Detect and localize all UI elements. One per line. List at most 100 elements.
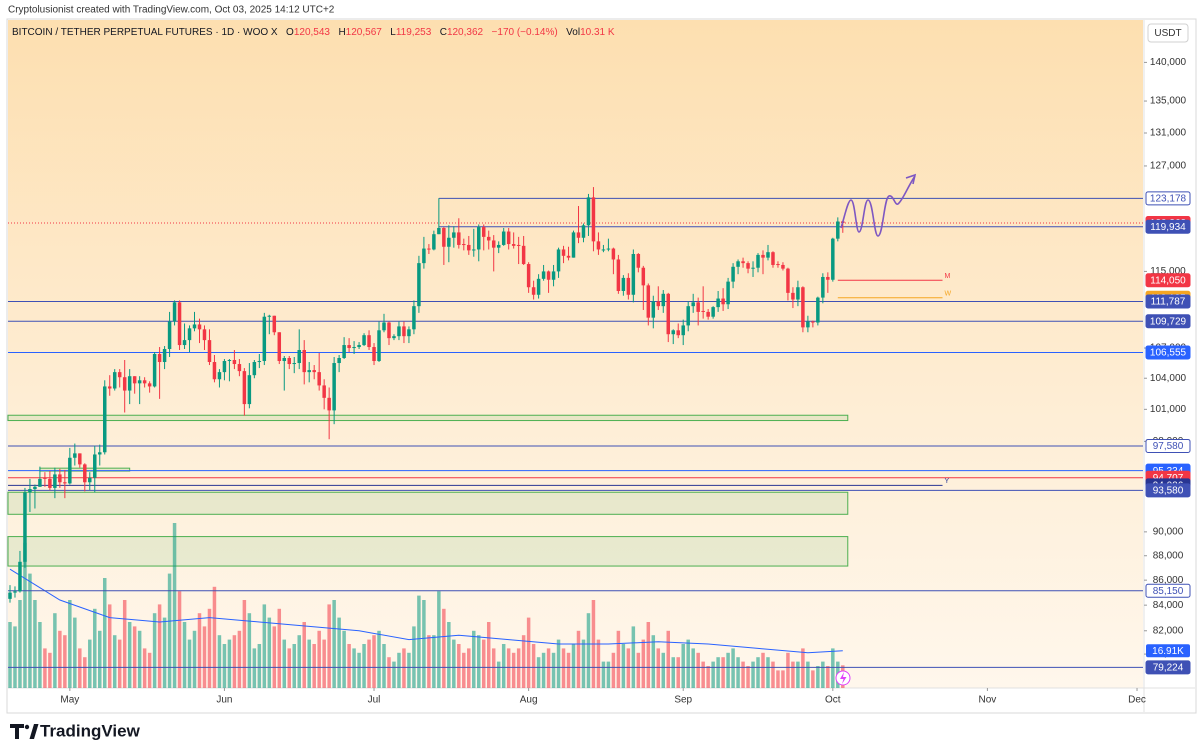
candle-body xyxy=(58,474,62,483)
volume-bar xyxy=(18,600,22,688)
candle-body xyxy=(312,370,316,373)
candle-body xyxy=(836,221,840,239)
volume-bar xyxy=(731,648,735,688)
candle-body xyxy=(367,335,371,348)
candle-body xyxy=(626,277,631,295)
level-price-box xyxy=(1145,191,1191,206)
volume-bar xyxy=(382,644,386,688)
y-tick-label: 127,000 xyxy=(1150,161,1187,172)
axis-layer: 140,000135,000131,000127,000115,000107,0… xyxy=(60,57,1191,706)
candle-body xyxy=(222,361,227,373)
candle-body xyxy=(13,591,17,593)
volume-bar xyxy=(696,652,700,688)
volume-bar xyxy=(551,652,556,688)
volume-bar xyxy=(38,622,42,688)
volume-bar xyxy=(43,648,47,688)
volume-bar xyxy=(811,670,815,688)
candle-body xyxy=(691,302,695,307)
candle-body xyxy=(402,326,406,337)
volume-bar xyxy=(8,622,12,688)
ohlc-value: 120,567 xyxy=(346,27,383,38)
volume-bar xyxy=(147,652,152,688)
volume-bar xyxy=(531,644,536,688)
y-tick-label: 90,000 xyxy=(1153,526,1184,537)
candle-body xyxy=(167,321,172,350)
volume-bar xyxy=(142,648,147,688)
candle-body xyxy=(432,234,436,250)
candle-body xyxy=(23,492,27,562)
y-tick-label: 88,000 xyxy=(1153,550,1184,561)
volume-bar xyxy=(776,670,780,688)
candle-body xyxy=(112,372,117,389)
candle-body xyxy=(372,347,376,362)
volume-bar xyxy=(162,617,167,688)
volume-bar xyxy=(352,648,356,688)
volume-bar xyxy=(392,661,396,688)
candle-body xyxy=(197,324,202,330)
volume-bar xyxy=(447,622,451,688)
volume-bar xyxy=(112,635,117,688)
candle-body xyxy=(496,244,501,248)
candle-body xyxy=(237,364,242,372)
level-price-label: 93,580 xyxy=(1153,486,1184,497)
candle-body xyxy=(531,287,536,295)
candle-body xyxy=(521,245,526,265)
level-price-box xyxy=(1145,294,1191,309)
volume-bar xyxy=(102,578,107,688)
candle-body xyxy=(616,259,621,291)
candle-body xyxy=(821,276,825,298)
volume-bar xyxy=(581,639,586,688)
volume-bar xyxy=(157,604,162,688)
plot-layer: M W Y xyxy=(7,187,1143,688)
currency-label[interactable]: USDT xyxy=(1154,28,1181,39)
volume-bar xyxy=(452,639,456,688)
volume-bar xyxy=(397,652,401,688)
candle-body xyxy=(427,248,431,250)
candle-body xyxy=(526,264,531,288)
volume-bar xyxy=(427,635,431,688)
level-price-box xyxy=(1145,660,1191,675)
candle-body xyxy=(297,350,301,364)
candle-body xyxy=(257,361,262,363)
volume-bar xyxy=(132,626,137,688)
ohlc-value: 120,362 xyxy=(447,27,484,38)
y-tick-label: 82,000 xyxy=(1153,625,1184,636)
volume-bar xyxy=(601,661,606,688)
candle-body xyxy=(172,302,177,322)
volume-bar xyxy=(636,652,641,688)
candle-body xyxy=(347,345,351,349)
candle-body xyxy=(486,236,491,241)
currency-button[interactable] xyxy=(1147,23,1189,43)
candle-body xyxy=(53,474,57,488)
volume-bar xyxy=(73,617,77,688)
candle-body xyxy=(571,232,576,258)
level-price-label: 97,580 xyxy=(1153,441,1184,452)
volume-bar xyxy=(322,639,326,688)
candle-body xyxy=(147,383,152,387)
volume-bar xyxy=(402,648,406,688)
candle-body xyxy=(142,380,147,384)
zone xyxy=(7,491,849,515)
candle-body xyxy=(357,345,361,348)
ohlc-value: 119,253 xyxy=(396,27,432,38)
candle-body xyxy=(756,254,760,268)
candle-body xyxy=(746,263,750,269)
volume-bar xyxy=(357,652,361,688)
volume-bar xyxy=(756,657,760,688)
volume-bar xyxy=(127,622,132,688)
volume-ma-box xyxy=(1146,644,1190,658)
logo-t xyxy=(10,724,24,739)
ohlc-key: L xyxy=(390,27,396,38)
zone xyxy=(7,536,849,567)
candle-body xyxy=(711,307,715,317)
candle-body xyxy=(467,244,471,251)
candle-body xyxy=(766,252,770,258)
candle-body xyxy=(731,266,735,282)
candle-body xyxy=(442,227,446,247)
candle-body xyxy=(546,271,551,280)
candle-body xyxy=(611,248,616,260)
volume-bar xyxy=(247,613,252,688)
candle-body xyxy=(412,306,416,330)
candle-body xyxy=(33,486,37,490)
candle-body xyxy=(736,261,740,267)
